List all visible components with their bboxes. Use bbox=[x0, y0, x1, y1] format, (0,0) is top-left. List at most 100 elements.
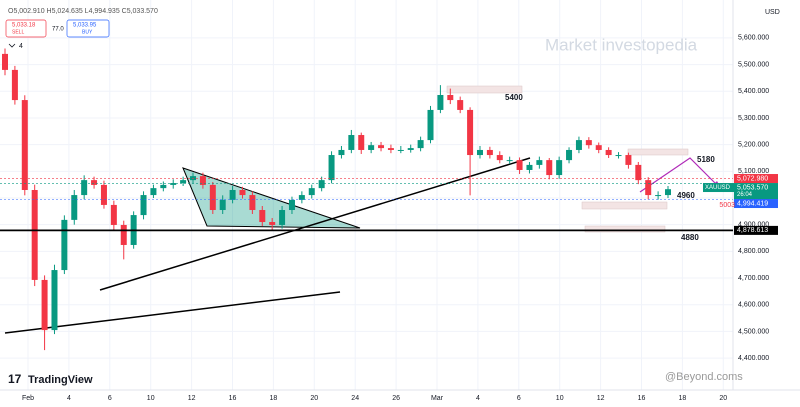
watermark: Market investopedia bbox=[545, 35, 698, 54]
candle-body bbox=[467, 109, 474, 156]
candle-body bbox=[397, 149, 404, 151]
candle-body bbox=[486, 149, 493, 156]
symbol-name: XAUUSD bbox=[705, 185, 731, 191]
symbol-tag bbox=[703, 183, 734, 193]
candle-body bbox=[259, 210, 266, 223]
candle-body bbox=[199, 176, 206, 185]
candle-body bbox=[41, 279, 48, 331]
candle-body bbox=[51, 270, 58, 331]
annotation: 5400 bbox=[505, 93, 523, 102]
candle-body bbox=[249, 195, 256, 211]
x-tick-label: Mar bbox=[431, 395, 444, 402]
candle-body bbox=[447, 94, 454, 101]
candle-body bbox=[91, 180, 98, 185]
candle-body bbox=[496, 155, 503, 161]
y-tick-label: 4,700.000 bbox=[738, 275, 769, 282]
countdown: 26:04 bbox=[737, 192, 753, 198]
y-tick-label: 5,600.000 bbox=[738, 35, 769, 42]
buy-button[interactable] bbox=[66, 19, 110, 38]
y-tick-label: 4,400.000 bbox=[738, 355, 769, 362]
candle-body bbox=[160, 184, 167, 189]
candles bbox=[2, 48, 671, 351]
candle-body bbox=[476, 149, 483, 156]
sell-label: SELL bbox=[12, 29, 24, 35]
y-tick-label: 5,500.000 bbox=[738, 61, 769, 68]
candle-body bbox=[645, 180, 652, 196]
candle-body bbox=[110, 204, 117, 225]
candle-body bbox=[288, 199, 295, 211]
x-tick-label: 16 bbox=[229, 395, 237, 402]
candle-body bbox=[378, 145, 385, 149]
x-tick-label: 20 bbox=[719, 395, 727, 402]
candle-body bbox=[585, 140, 592, 146]
x-tick-label: 6 bbox=[517, 395, 521, 402]
candle-body bbox=[417, 140, 424, 149]
candle-body bbox=[308, 188, 315, 196]
candle-body bbox=[536, 160, 543, 165]
x-tick-label: 16 bbox=[638, 395, 646, 402]
x-tick-label: 4 bbox=[476, 395, 480, 402]
x-tick-label: 10 bbox=[147, 395, 155, 402]
candle-body bbox=[605, 149, 612, 156]
candle-body bbox=[556, 160, 563, 176]
candle-body bbox=[61, 219, 68, 271]
spread-note: 5003 bbox=[719, 202, 735, 209]
candle-body bbox=[180, 180, 187, 184]
candle-body bbox=[21, 100, 28, 190]
candle-body bbox=[190, 176, 197, 181]
candle-body bbox=[150, 188, 157, 196]
x-tick-label: 12 bbox=[188, 395, 196, 402]
candle-body bbox=[575, 140, 582, 150]
candle-body bbox=[31, 189, 38, 280]
candle-body bbox=[665, 189, 671, 196]
candle-body bbox=[595, 145, 602, 150]
candle-body bbox=[120, 224, 127, 245]
logo-icon: 17 bbox=[8, 372, 22, 386]
candle-body bbox=[11, 69, 18, 101]
candle-body bbox=[457, 100, 464, 110]
triangle-pattern bbox=[182, 167, 361, 229]
y-tick-label: 5,200.000 bbox=[738, 141, 769, 148]
candle-body bbox=[625, 155, 632, 165]
sell-button[interactable] bbox=[5, 19, 47, 38]
candle-body bbox=[407, 148, 414, 150]
candle-body bbox=[269, 222, 276, 225]
candle-body bbox=[71, 195, 78, 220]
x-tick-label: 6 bbox=[108, 395, 112, 402]
y-tick-label: 4,500.000 bbox=[738, 328, 769, 335]
price-tag bbox=[734, 174, 778, 184]
x-tick-label: 18 bbox=[679, 395, 687, 402]
x-tick-label: 26 bbox=[392, 395, 400, 402]
price-tag-label: 4,994.419 bbox=[737, 200, 768, 207]
x-tick-label: 4 bbox=[67, 395, 71, 402]
sell-price: 5,033.18 bbox=[12, 23, 36, 29]
x-tick-label: 24 bbox=[351, 395, 359, 402]
credit: @Beyond.coms bbox=[665, 371, 743, 383]
y-tick-label: 5,400.000 bbox=[738, 88, 769, 95]
annotation: 5180 bbox=[697, 155, 715, 164]
candle-body bbox=[318, 180, 325, 189]
ohlc-legend: O5,002.910 H5,024.635 L4,994.935 C5,033.… bbox=[8, 8, 158, 15]
zone bbox=[584, 225, 666, 233]
candle-body bbox=[338, 149, 345, 156]
price-tag bbox=[734, 183, 778, 200]
collapse-icon[interactable] bbox=[8, 43, 16, 48]
candle-body bbox=[348, 135, 355, 150]
candle-body bbox=[358, 135, 365, 150]
candle-body bbox=[516, 160, 523, 170]
grid bbox=[0, 0, 733, 390]
candle-body bbox=[279, 210, 286, 225]
candle-body bbox=[506, 160, 513, 162]
candle-body bbox=[368, 145, 375, 150]
y-tick-label: 5,100.000 bbox=[738, 168, 769, 175]
x-tick-label: 20 bbox=[310, 395, 318, 402]
candle-body bbox=[387, 148, 394, 150]
trend-line bbox=[99, 157, 531, 291]
candle-body bbox=[546, 160, 553, 176]
candle-body bbox=[239, 189, 246, 196]
candle-body bbox=[2, 53, 8, 70]
y-tick-label: 4,900.000 bbox=[738, 222, 769, 229]
currency: USD bbox=[765, 9, 780, 16]
